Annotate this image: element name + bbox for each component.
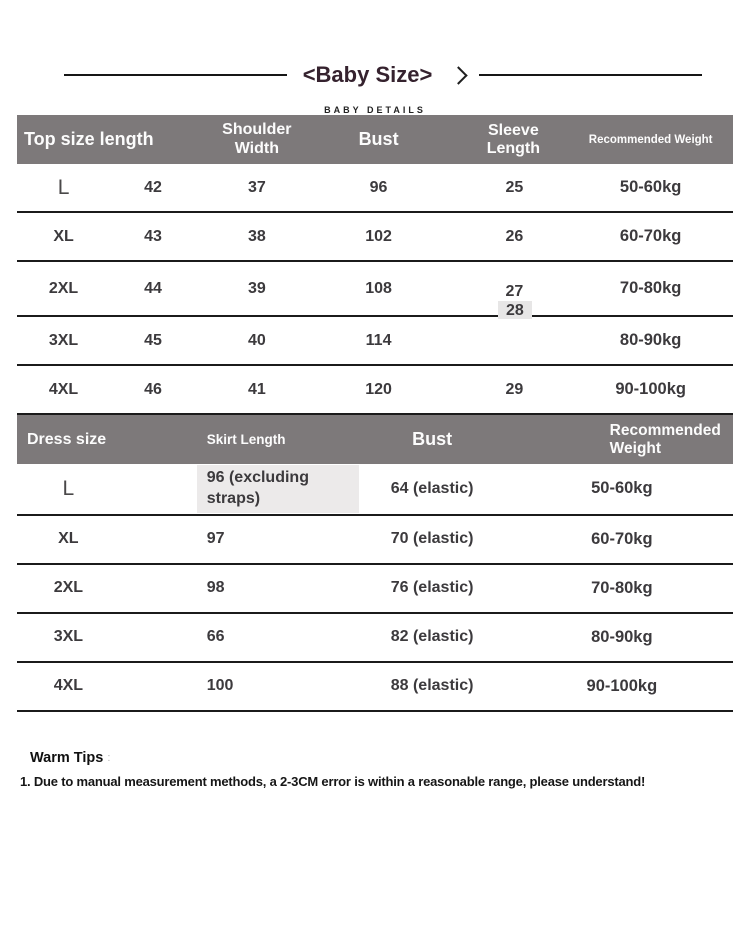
cell-bust: 64 (elastic) xyxy=(353,464,540,516)
column-header-sleeve-length: Sleeve Length xyxy=(439,115,569,164)
cell-size: 2XL xyxy=(17,563,139,614)
cell-bust: 108 xyxy=(317,261,440,317)
size-chart-page: <Baby Size> BABY DETAILS Top size length… xyxy=(0,60,750,789)
header-rule-right xyxy=(479,74,703,76)
top-size-table: Top size length Shoulder Width Bust Slee… xyxy=(17,115,733,415)
chevron-right-icon xyxy=(449,65,469,85)
header-rule-left xyxy=(64,74,287,76)
column-header-recommended-weight: Recommended Weight xyxy=(568,115,733,164)
cell-size: 3XL xyxy=(17,316,111,366)
cell-skirt-length: 100 xyxy=(138,661,354,712)
cell-bust: 120 xyxy=(317,365,440,415)
cell-bust: 88 (elastic) xyxy=(353,661,540,712)
cell-shoulder: 41 xyxy=(195,365,318,415)
cell-weight: 50-60kg xyxy=(539,464,733,516)
cell-size: XL xyxy=(17,514,139,565)
cell-skirt-length: 96 (excluding straps) xyxy=(138,464,359,516)
cell-sleeve: 26 xyxy=(439,212,569,262)
cell-size: L xyxy=(17,164,111,213)
column-header-skirt-length: Skirt Length xyxy=(138,415,354,464)
cell-weight: 70-80kg xyxy=(568,261,733,317)
skirt-length-highlight: 96 (excluding straps) xyxy=(196,465,359,513)
table-row: XL 43 38 102 26 60-70kg xyxy=(17,212,733,262)
cell-bust: 102 xyxy=(317,212,440,262)
top-size-table-header-row: Top size length Shoulder Width Bust Slee… xyxy=(17,115,733,164)
cell-size: 4XL xyxy=(17,365,111,415)
cell-weight: 90-100kg xyxy=(568,365,733,415)
cell-bust: 70 (elastic) xyxy=(353,514,540,565)
cell-shoulder: 37 xyxy=(195,164,318,213)
table-row: XL 97 70 (elastic) 60-70kg xyxy=(17,514,733,565)
cell-sleeve: 27 28 xyxy=(439,261,569,319)
cell-bust: 82 (elastic) xyxy=(353,612,540,663)
cell-shoulder: 38 xyxy=(195,212,318,262)
cell-bust: 96 xyxy=(317,164,440,213)
column-header-bust: Bust xyxy=(353,415,540,464)
cell-size: 2XL xyxy=(17,261,111,317)
column-header-shoulder-width: Shoulder Width xyxy=(195,115,318,164)
warm-tips-title: Warm Tips xyxy=(30,749,104,766)
cell-sleeve xyxy=(439,316,569,366)
cell-skirt-length: 98 xyxy=(138,563,354,614)
table-row: 4XL 100 88 (elastic) 90-100kg xyxy=(17,661,733,712)
table-row: L 42 37 96 25 50-60kg xyxy=(17,164,733,213)
table-row: 3XL 45 40 114 80-90kg xyxy=(17,316,733,366)
cell-weight: 60-70kg xyxy=(568,212,733,262)
header: <Baby Size> BABY DETAILS xyxy=(0,60,750,115)
cell-skirt-length: 97 xyxy=(138,514,354,565)
cell-weight: 90-100kg xyxy=(539,661,733,712)
cell-length: 43 xyxy=(110,212,196,262)
table-row: 2XL 44 39 108 27 28 70-80kg xyxy=(17,261,733,319)
cell-sleeve: 29 xyxy=(439,365,569,415)
dress-size-table: Dress size Skirt Length Bust Recommended… xyxy=(17,415,733,712)
column-header-bust: Bust xyxy=(317,115,440,164)
header-subtitle: BABY DETAILS xyxy=(324,105,426,115)
measurement-note: 1. Due to manual measurement methods, a … xyxy=(20,773,646,789)
cell-length: 44 xyxy=(110,261,196,317)
warm-tips-colon: : xyxy=(107,751,111,764)
table-row: 2XL 98 76 (elastic) 70-80kg xyxy=(17,563,733,614)
cell-weight: 70-80kg xyxy=(539,563,733,614)
title-row: <Baby Size> xyxy=(64,60,703,90)
cell-size: 3XL xyxy=(17,612,139,663)
cell-length: 46 xyxy=(110,365,196,415)
cell-bust: 114 xyxy=(317,316,440,366)
cell-weight: 80-90kg xyxy=(568,316,733,366)
table-row: L 96 (excluding straps) 64 (elastic) 50-… xyxy=(17,464,733,516)
column-header-dress-size: Dress size xyxy=(17,415,139,464)
cell-shoulder: 40 xyxy=(195,316,318,366)
table-row: 3XL 66 82 (elastic) 80-90kg xyxy=(17,612,733,663)
size-label: L xyxy=(57,175,70,199)
warm-tips: Warm Tips : xyxy=(30,750,750,766)
cell-size: XL xyxy=(17,212,111,262)
page-title: <Baby Size> xyxy=(302,62,433,87)
cell-weight: 50-60kg xyxy=(568,164,733,213)
cell-weight: 60-70kg xyxy=(539,514,733,565)
cell-skirt-length: 66 xyxy=(138,612,354,663)
cell-sleeve: 25 xyxy=(439,164,569,213)
sleeve-value-overlap: 28 xyxy=(497,301,532,319)
dress-size-table-header-row: Dress size Skirt Length Bust Recommended… xyxy=(17,415,733,464)
column-header-top-size-length: Top size length xyxy=(17,115,196,164)
size-label: L xyxy=(62,476,75,500)
column-header-recommended-weight: Recommended Weight xyxy=(539,415,733,464)
cell-size: L xyxy=(17,464,139,516)
cell-size: 4XL xyxy=(17,661,139,712)
cell-bust: 76 (elastic) xyxy=(353,563,540,614)
cell-length: 45 xyxy=(110,316,196,366)
cell-length: 42 xyxy=(110,164,196,213)
sleeve-value-upper: 27 xyxy=(505,282,524,300)
cell-shoulder: 39 xyxy=(195,261,318,317)
cell-weight: 80-90kg xyxy=(539,612,733,663)
table-row: 4XL 46 41 120 29 90-100kg xyxy=(17,365,733,415)
